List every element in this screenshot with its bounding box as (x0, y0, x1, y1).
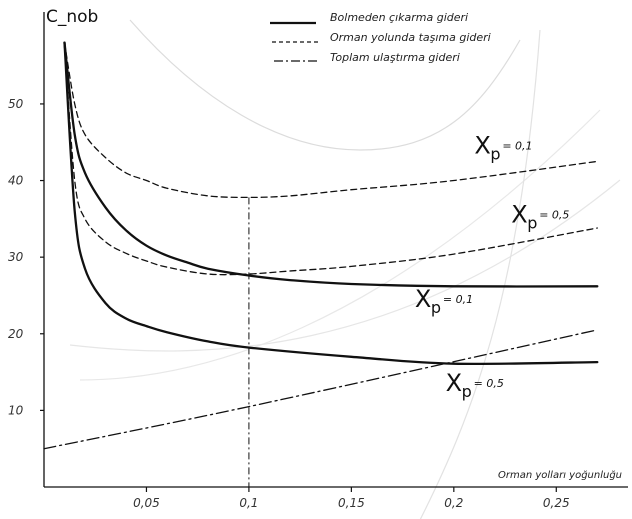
xp-annotation-value: = 0,5 (539, 209, 569, 222)
xp-annotation-base: X (415, 285, 431, 313)
y-tick-label: 50 (8, 97, 24, 111)
y-axis-label: C_nob (46, 7, 98, 27)
xp-annotation-sub: p (431, 298, 441, 317)
xp-annotation-base: X (446, 369, 462, 397)
y-tick-label: 20 (8, 327, 24, 341)
legend-label-dashdot: Toplam ulaştırma gideri (330, 51, 460, 64)
xp-annotation-value: = 0,5 (474, 377, 504, 390)
xp-annotation-value: = 0,1 (443, 293, 473, 306)
xp-annotation-sub: p (490, 145, 500, 164)
y-axis-label-text: C_nob (46, 7, 98, 27)
xp-annotation-base: X (511, 201, 527, 229)
axes (43, 12, 628, 488)
xp-annotation-base: X (474, 132, 490, 160)
x-tick-label: 0,1 (239, 496, 258, 510)
series-line-dashdot-4 (43, 329, 598, 450)
x-tick-label: 0,05 (133, 496, 160, 510)
x-tick-label: 0,15 (338, 496, 365, 510)
legend: Bolmeden çıkarma gideri Orman yolunda ta… (270, 11, 491, 64)
legend-label-solid: Bolmeden çıkarma gideri (330, 11, 468, 24)
y-tick-label: 10 (8, 403, 24, 417)
series-line-dashed-3 (63, 41, 598, 276)
x-axis-label: Orman yolları yoğunluğu (498, 470, 622, 481)
x-ticks: 0,05 0,1 0,15 0,2 0,25 (133, 487, 570, 510)
series-line-dashed-2 (63, 41, 598, 199)
xp-annotation-value: = 0,1 (502, 140, 532, 153)
y-tick-label: 40 (8, 174, 24, 188)
xp-annotation-sub: p (527, 214, 537, 233)
series-layer (43, 41, 599, 487)
legend-label-dashed: Orman yolunda taşıma gideri (330, 31, 491, 44)
x-tick-label: 0,2 (444, 496, 463, 510)
series-line-solid-0 (63, 41, 599, 288)
xp-annotation-sub: p (462, 382, 472, 401)
y-tick-label: 30 (8, 250, 24, 264)
series-line-solid-1 (63, 41, 599, 366)
y-ticks: 10 20 30 40 50 (8, 97, 44, 417)
faint-background-curves (69, 19, 621, 519)
x-tick-label: 0,25 (543, 496, 570, 510)
